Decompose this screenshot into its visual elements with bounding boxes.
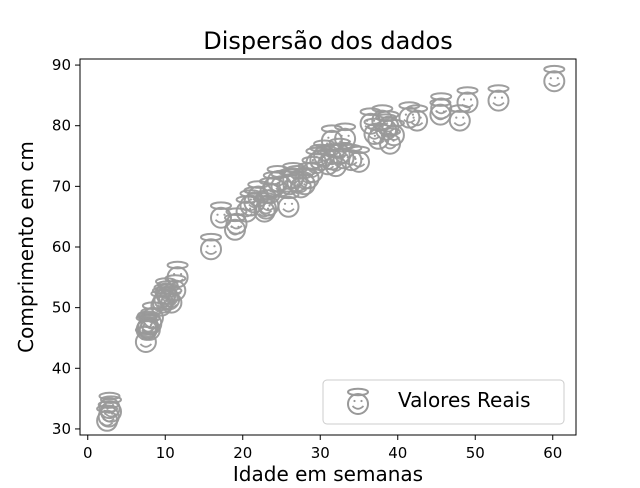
y-axis-label: Comprimento em cm [14, 141, 38, 353]
legend: Valores Reais [322, 379, 565, 425]
x-tick-label: 30 [311, 444, 330, 462]
data-point [487, 84, 510, 112]
x-tick-label: 10 [156, 444, 175, 462]
x-tick-label: 40 [388, 444, 407, 462]
y-tick-label: 50 [52, 299, 71, 317]
legend-box [322, 379, 565, 425]
x-tick-label: 60 [543, 444, 562, 462]
y-tick-label: 90 [52, 56, 71, 74]
y-tick-label: 40 [52, 359, 71, 377]
y-tick-label: 30 [52, 420, 71, 438]
x-axis-label: Idade em semanas [233, 462, 423, 486]
legend-label: Valores Reais [398, 388, 531, 412]
x-tick-label: 20 [233, 444, 252, 462]
y-tick-label: 70 [52, 177, 71, 195]
x-axis: 0 10 20 30 40 50 60 [83, 435, 562, 462]
data-point [456, 86, 479, 114]
x-tick-label: 0 [83, 444, 93, 462]
chart-title: Dispersão dos dados [203, 27, 452, 55]
y-tick-label: 60 [52, 238, 71, 256]
data-point [543, 64, 566, 93]
x-tick-label: 50 [466, 444, 485, 462]
data-points [96, 64, 566, 432]
y-axis: 30 40 50 60 70 80 90 [52, 56, 80, 438]
plot-frame [79, 58, 577, 436]
data-point [200, 232, 222, 261]
y-tick-label: 80 [52, 117, 71, 135]
